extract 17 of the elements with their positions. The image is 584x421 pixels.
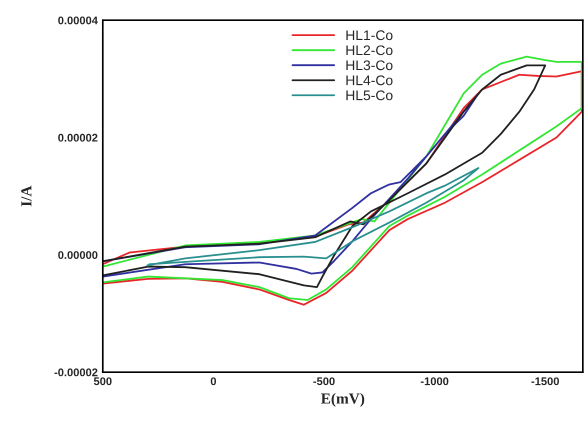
y-tick-label: 0.00000 (58, 251, 98, 259)
legend-label: HL3-Co (346, 60, 393, 70)
x-tick-label: 500 (94, 377, 112, 386)
line-series (146, 167, 480, 266)
legend-label: HL5-Co (346, 90, 393, 100)
y-tick-label: -0.00002 (54, 368, 98, 376)
x-tick-label: -1500 (531, 377, 559, 386)
y-axis-title: I/A (21, 186, 32, 206)
x-tick-label: 0 (210, 377, 216, 386)
x-tick-label: -500 (313, 377, 335, 386)
legend-label: HL4-Co (346, 75, 393, 86)
legend-label: HL1-Co (346, 30, 393, 40)
legend-label: HL2-Co (346, 45, 393, 56)
y-tick-label: 0.00004 (58, 16, 98, 24)
x-axis-title: E(mV) (321, 392, 364, 407)
y-tick-label: 0.00002 (58, 134, 98, 142)
x-tick-label: -1000 (420, 377, 448, 386)
